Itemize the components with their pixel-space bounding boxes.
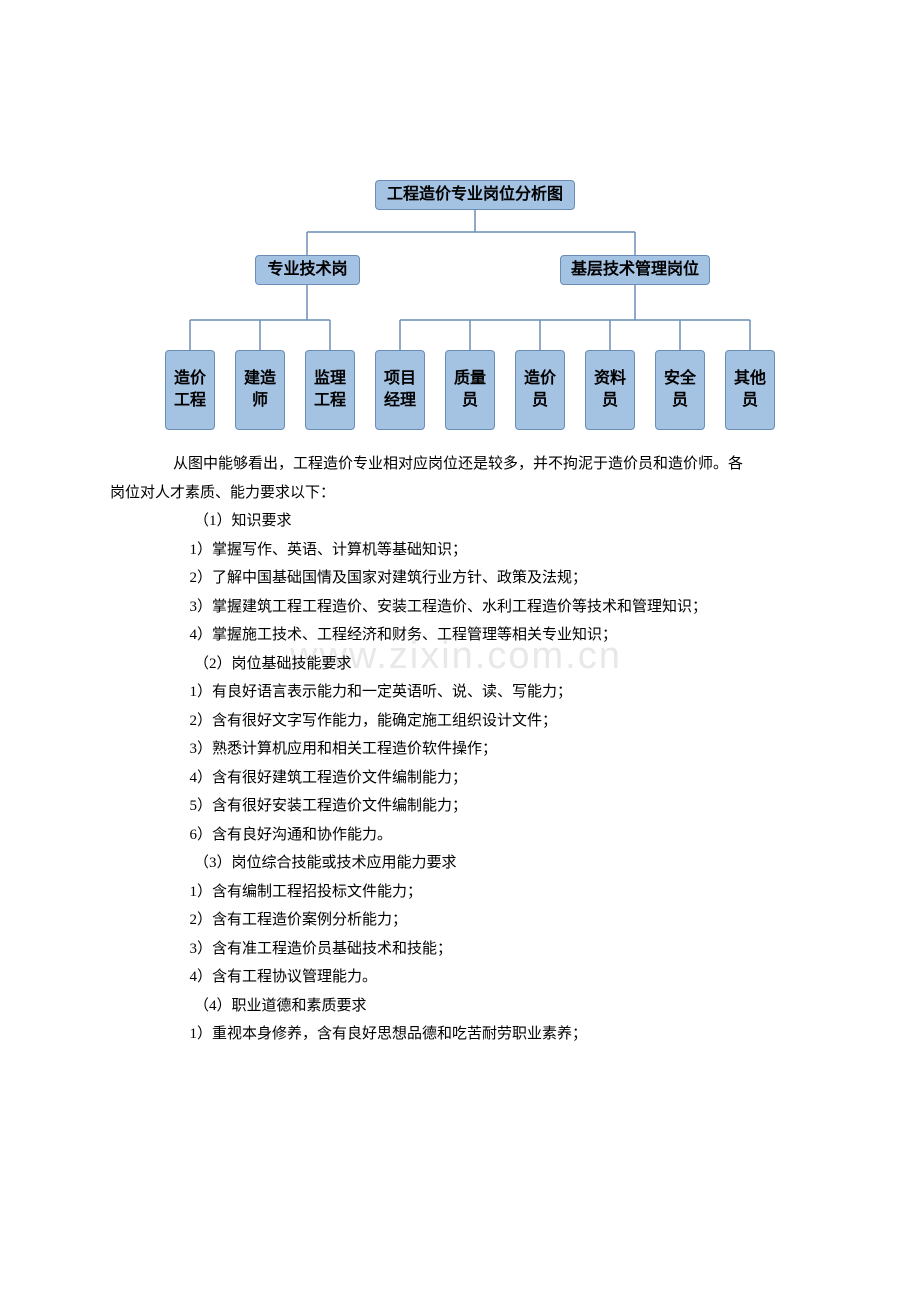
org-chart-diagram: 工程造价专业岗位分析图 专业技术岗 基层技术管理岗位 造价工程 建造师 监理工程… — [165, 180, 785, 440]
section-4-title: （4）职业道德和素质要求 — [194, 992, 810, 1021]
s3-item-1: 1）含有编制工程招投标文件能力； — [190, 878, 811, 907]
section-2-title: （2）岗位基础技能要求 — [194, 650, 810, 679]
node-leaf-constructor: 建造师 — [235, 350, 285, 430]
s3-item-4: 4）含有工程协议管理能力。 — [190, 963, 811, 992]
section-1-title: （1）知识要求 — [194, 507, 810, 536]
intro-line-1: 从图中能够看出，工程造价专业相对应岗位还是较多，并不拘泥于造价员和造价师。各 — [173, 450, 810, 479]
s2-item-1: 1）有良好语言表示能力和一定英语听、说、读、写能力； — [190, 678, 811, 707]
node-branch-professional: 专业技术岗 — [255, 255, 360, 285]
s2-item-3: 3）熟悉计算机应用和相关工程造价软件操作； — [190, 735, 811, 764]
s1-item-2: 2）了解中国基础国情及国家对建筑行业方针、政策及法规； — [190, 564, 811, 593]
node-root: 工程造价专业岗位分析图 — [375, 180, 575, 210]
s1-item-4: 4）掌握施工技术、工程经济和财务、工程管理等相关专业知识； — [190, 621, 811, 650]
node-leaf-quality: 质量员 — [445, 350, 495, 430]
s2-item-6: 6）含有良好沟通和协作能力。 — [190, 821, 811, 850]
node-leaf-supervisor: 监理工程 — [305, 350, 355, 430]
node-branch-management: 基层技术管理岗位 — [560, 255, 710, 285]
node-leaf-cost-engineer: 造价工程 — [165, 350, 215, 430]
node-leaf-data: 资料员 — [585, 350, 635, 430]
s2-item-2: 2）含有很好文字写作能力，能确定施工组织设计文件； — [190, 707, 811, 736]
document-content: 从图中能够看出，工程造价专业相对应岗位还是较多，并不拘泥于造价员和造价师。各 岗… — [110, 450, 810, 1049]
s2-item-5: 5）含有很好安装工程造价文件编制能力； — [190, 792, 811, 821]
section-3-title: （3）岗位综合技能或技术应用能力要求 — [194, 849, 810, 878]
s1-item-3: 3）掌握建筑工程工程造价、安装工程造价、水利工程造价等技术和管理知识； — [190, 593, 811, 622]
node-leaf-other: 其他员 — [725, 350, 775, 430]
s3-item-3: 3）含有准工程造价员基础技术和技能； — [190, 935, 811, 964]
node-leaf-safety: 安全员 — [655, 350, 705, 430]
node-leaf-project-manager: 项目经理 — [375, 350, 425, 430]
s4-item-1: 1）重视本身修养，含有良好思想品德和吃苦耐劳职业素养； — [190, 1020, 811, 1049]
s1-item-1: 1）掌握写作、英语、计算机等基础知识； — [190, 536, 811, 565]
s2-item-4: 4）含有很好建筑工程造价文件编制能力； — [190, 764, 811, 793]
intro-line-2: 岗位对人才素质、能力要求以下： — [110, 479, 810, 508]
node-leaf-cost: 造价员 — [515, 350, 565, 430]
s3-item-2: 2）含有工程造价案例分析能力； — [190, 906, 811, 935]
